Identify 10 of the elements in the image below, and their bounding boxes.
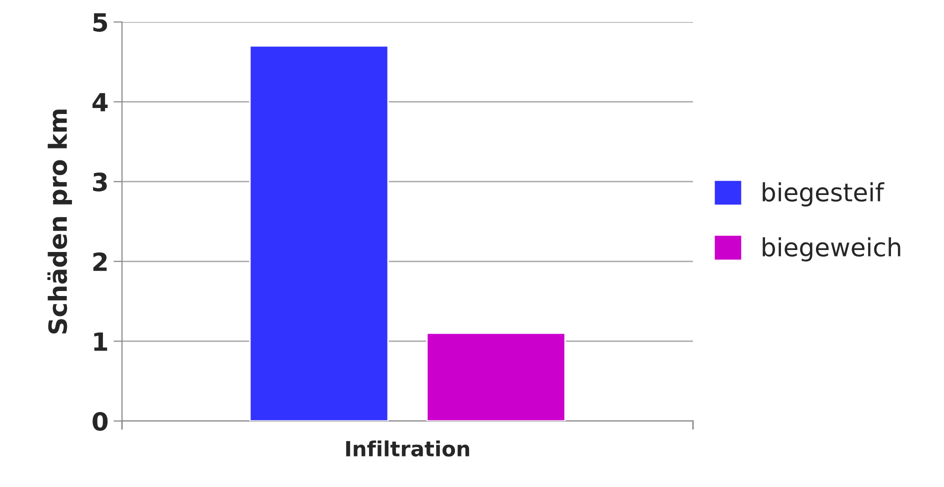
y-tick-label: 2 <box>93 252 107 271</box>
y-tick-label: 1 <box>94 332 108 351</box>
y-tick-label: 0 <box>92 412 108 431</box>
x-tick-label: Infiltration <box>346 440 470 457</box>
y-tick-label: 3 <box>93 172 107 192</box>
y-tick-label: 5 <box>93 13 108 32</box>
y-axis-title: Schäden pro km <box>47 110 72 334</box>
legend-label: biegesteif <box>762 182 884 206</box>
legend-label: biegeweich <box>762 237 900 262</box>
y-tick-label: 4 <box>92 93 108 112</box>
